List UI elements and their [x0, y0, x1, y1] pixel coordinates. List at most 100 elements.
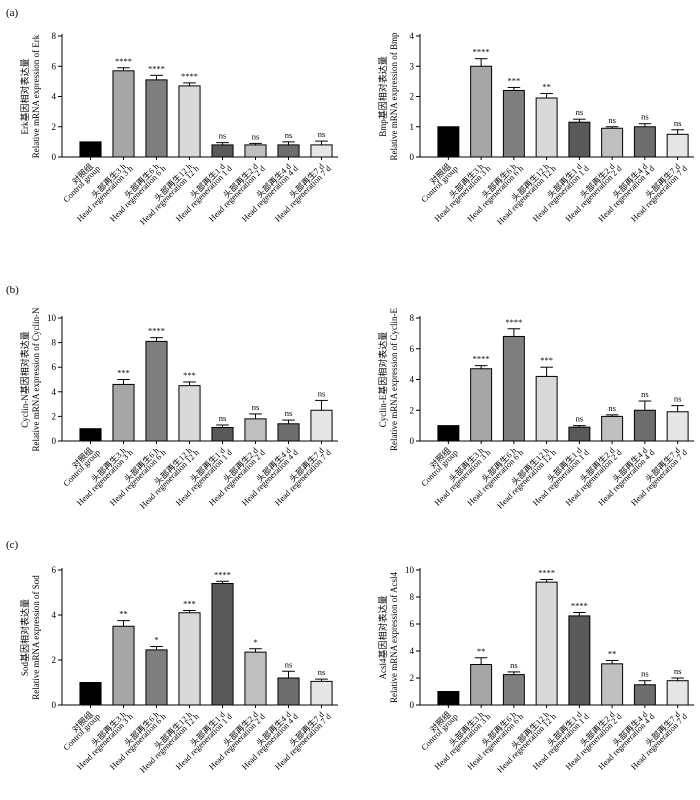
y-tick-label: 6 [410, 619, 415, 629]
bar [79, 428, 102, 442]
significance-label: *** [508, 75, 521, 85]
bar [502, 674, 525, 706]
y-tick-label: 2 [52, 411, 57, 421]
y-tick-label: 4 [52, 387, 57, 397]
significance-label: *** [540, 355, 553, 365]
significance-label: **** [473, 47, 490, 57]
significance-label: ** [477, 646, 486, 656]
significance-label: ** [542, 81, 551, 91]
significance-label: ns [576, 107, 584, 117]
bar [568, 121, 591, 158]
chart-acsl4: 0 2 4 6 8 10 Acsl4基因相对表达量 Relative mRNA express… [377, 565, 694, 775]
bar [601, 415, 624, 442]
significance-label: **** [505, 317, 522, 327]
significance-label: ns [674, 666, 682, 676]
bar [112, 383, 135, 442]
y-axis-label-en: Relative mRNA expression of Erk [31, 34, 41, 158]
y-tick-label: 4 [410, 375, 415, 385]
significance-label: ns [318, 388, 326, 398]
y-tick-label: 0 [52, 436, 57, 446]
significance-label: **** [473, 354, 490, 364]
y-tick-label: 10 [47, 313, 57, 323]
y-tick-label: 6 [52, 565, 57, 575]
y-tick-label: 0 [52, 700, 57, 710]
y-tick-label: 4 [52, 92, 57, 102]
significance-label: **** [181, 71, 198, 81]
y-tick-label: 6 [52, 61, 57, 71]
significance-label: ns [219, 413, 227, 423]
significance-label: *** [183, 370, 196, 380]
bar [666, 133, 689, 158]
y-tick-label: 4 [410, 31, 415, 41]
significance-label: *** [183, 599, 196, 609]
significance-label: ns [641, 389, 649, 399]
y-tick-label: 8 [52, 31, 57, 41]
significance-label: ns [252, 402, 260, 412]
bar [568, 426, 591, 442]
bar [211, 144, 234, 158]
significance-label: ns [576, 414, 584, 424]
significance-label: ** [119, 609, 128, 619]
bar [633, 409, 656, 442]
chart-sod: 0 2 4 6 Sod基因相对表达量 Relative mRNA expression o… [19, 565, 338, 775]
bar [601, 127, 624, 158]
y-tick-label: 8 [410, 592, 415, 602]
significance-label: **** [115, 56, 132, 66]
significance-label: **** [148, 326, 165, 336]
bar [310, 144, 333, 158]
significance-label: ** [608, 648, 617, 658]
bar [535, 375, 558, 442]
significance-label: ns [318, 667, 326, 677]
bar [244, 651, 267, 706]
bar [178, 612, 201, 706]
chart-cyclin-n: 0 2 4 6 8 10 Cyclin-N基因相对表达量 Relative mRNA expr… [19, 307, 338, 511]
significance-label: ns [674, 394, 682, 404]
y-tick-label: 2 [410, 405, 415, 415]
significance-label: ns [608, 115, 616, 125]
y-tick-label: 0 [52, 152, 57, 162]
bar [145, 79, 168, 158]
bar [211, 426, 234, 442]
bar [666, 411, 689, 442]
bar [470, 65, 493, 158]
y-axis-label-en: Relative mRNA expression of Sod [31, 575, 41, 700]
y-axis-label-en: Relative mRNA expression of Bmp [389, 32, 399, 160]
bar [277, 677, 300, 706]
significance-label: *** [117, 368, 130, 378]
y-tick-label: 1 [410, 122, 415, 132]
significance-label: ns [608, 403, 616, 413]
bar [601, 663, 624, 706]
y-tick-label: 4 [52, 610, 57, 620]
y-axis-label-cn: Sod基因相对表达量 [19, 599, 30, 676]
y-tick-label: 2 [410, 673, 415, 683]
significance-label: ns [285, 130, 293, 140]
bar [437, 425, 460, 442]
bar [437, 691, 460, 706]
significance-label: * [154, 635, 158, 645]
y-tick-label: 2 [52, 655, 57, 665]
y-tick-label: 2 [410, 92, 415, 102]
y-axis-label-en: Relative mRNA expression of Acsl4 [389, 572, 399, 703]
y-axis-label-en: Relative mRNA expression of Cyclin-N [31, 307, 41, 451]
significance-label: ns [641, 669, 649, 679]
bar [112, 70, 135, 158]
panel-label-c: (c) [6, 539, 19, 551]
y-tick-label: 8 [52, 338, 57, 348]
panel-label-a: (a) [6, 7, 19, 19]
bar [79, 141, 102, 158]
bar [633, 684, 656, 706]
y-tick-label: 3 [410, 61, 415, 71]
significance-label: ns [674, 118, 682, 128]
y-axis-label-en: Relative mRNA expression of Cyclin-E [389, 308, 399, 451]
bar [310, 680, 333, 706]
y-axis-label-cn: Erk基因相对表达量 [19, 59, 30, 135]
panel-label-b: (b) [6, 284, 19, 296]
bar [666, 680, 689, 706]
significance-label: **** [148, 63, 165, 73]
significance-label: **** [538, 567, 555, 577]
bar [112, 625, 135, 706]
significance-label: * [253, 637, 257, 647]
bar [178, 385, 201, 442]
bar [79, 682, 102, 706]
y-axis-label-cn: Cyclin-E基因相对表达量 [377, 332, 388, 428]
